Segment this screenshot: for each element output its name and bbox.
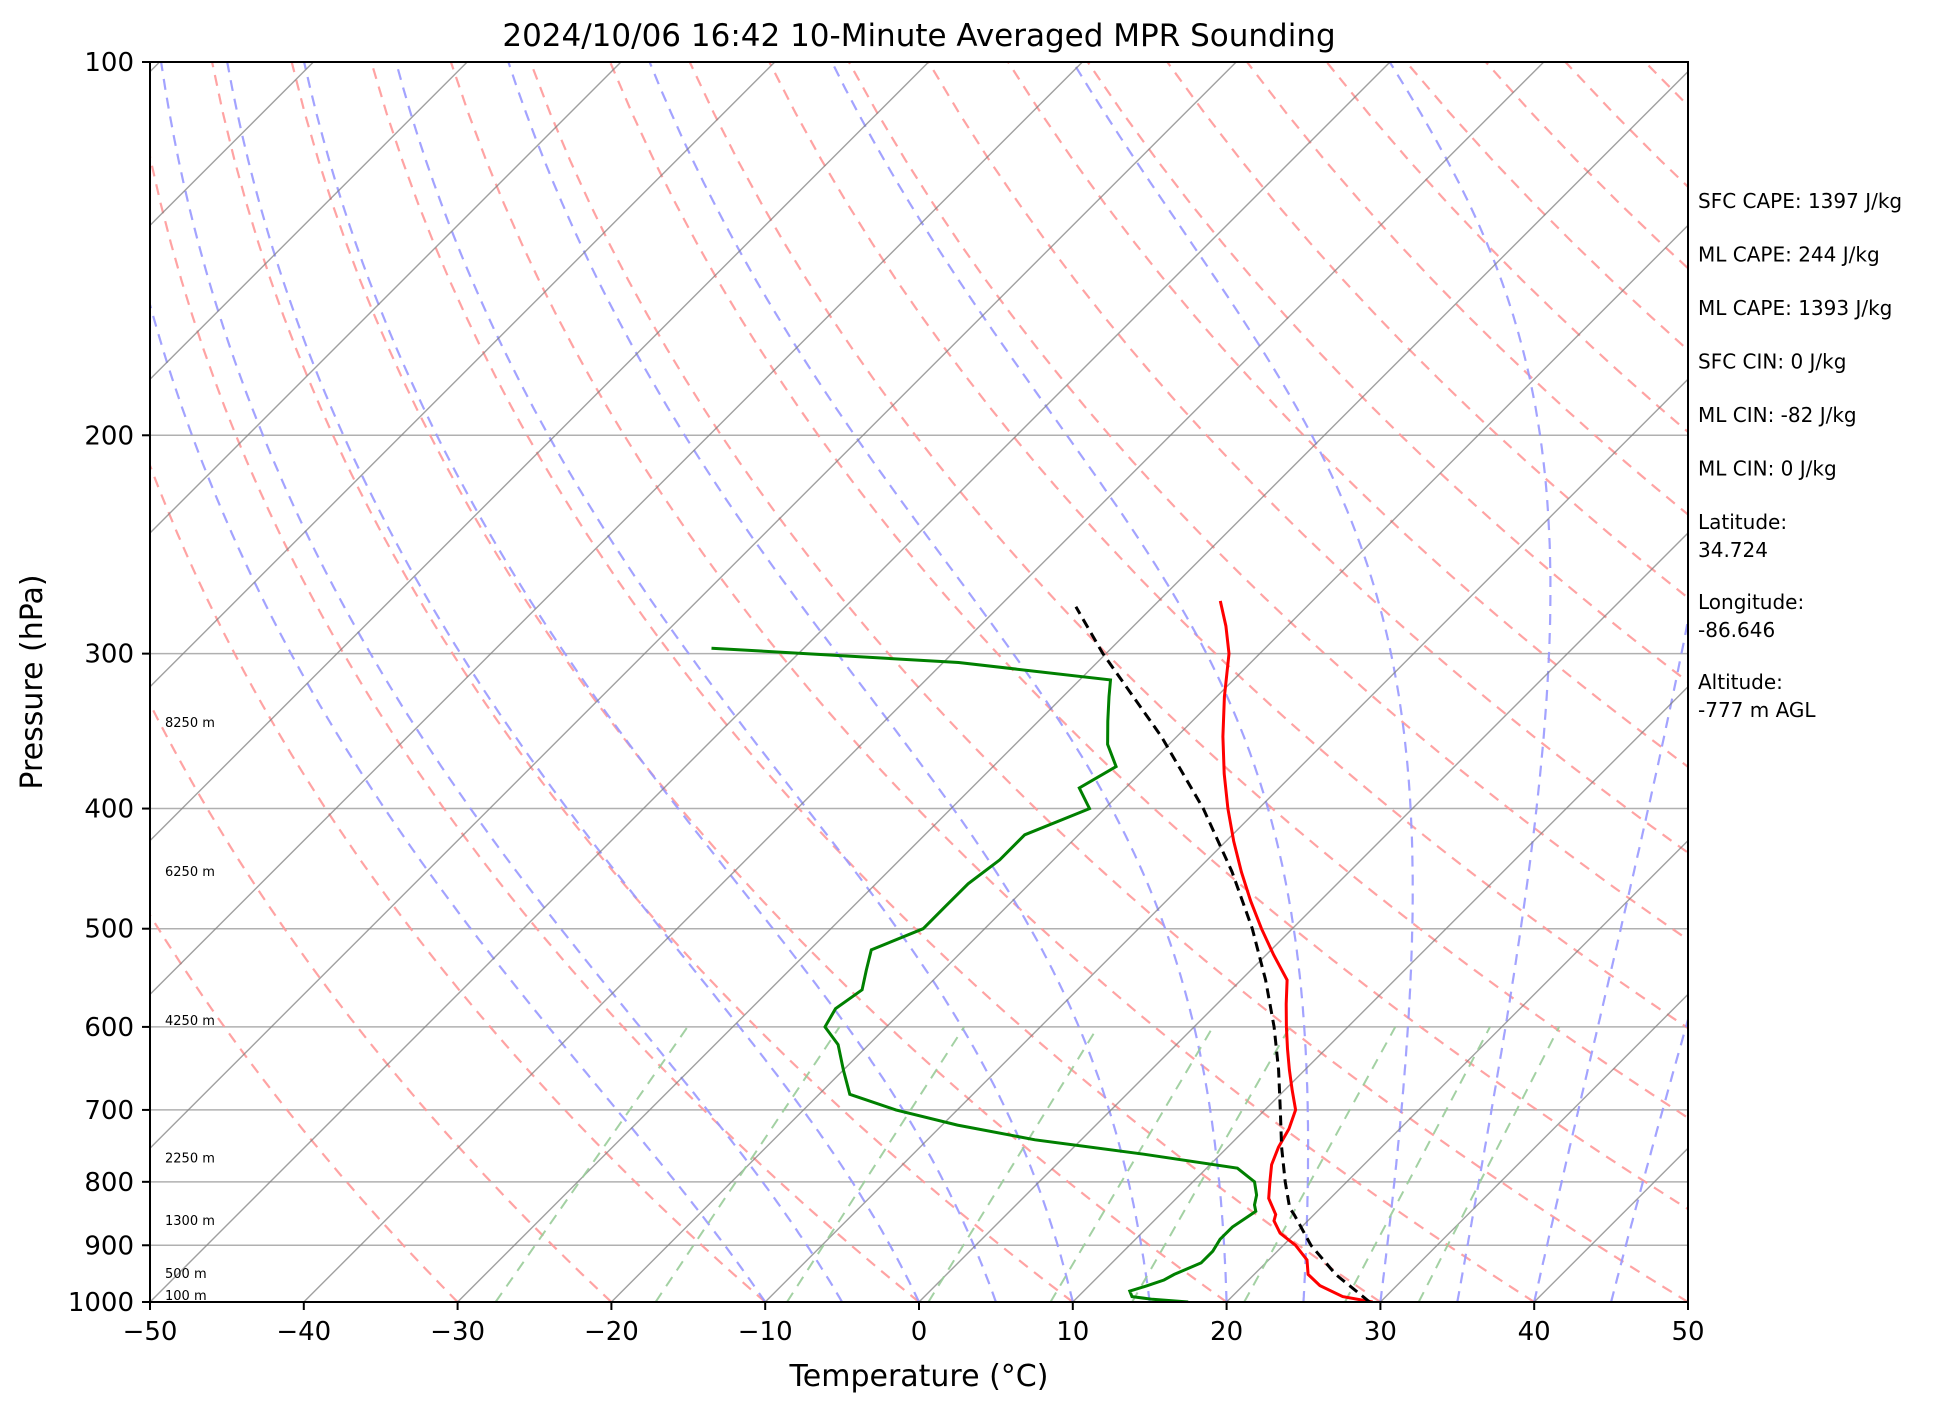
mixing-ratio-line [1344,1026,1491,1302]
annotation-text: Latitude: 34.724 [1698,510,1787,562]
x-tick-label: −50 [123,1317,178,1347]
dry-adiabat [449,62,1535,1302]
height-label: 2250 m [165,1152,215,1167]
isotherm [918,532,1688,1302]
y-tick-label: 700 [84,1096,134,1126]
dry-adiabat [150,462,766,1302]
y-tick-label: 200 [84,421,134,451]
dry-adiabat [150,913,459,1302]
annotation-text: SFC CAPE: 1397 J/kg [1698,189,1902,213]
dry-adiabat [211,62,1074,1302]
annotation-text: Altitude: -777 m AGL [1698,670,1816,722]
mixing-ratio-line [1243,1026,1397,1302]
dry-adiabat [688,62,1688,1120]
moist-adiabat [303,62,997,1302]
x-tick-label: 50 [1671,1317,1704,1347]
isotherm [610,224,1688,1302]
x-tick-label: −20 [584,1317,639,1347]
isotherm [150,62,1083,996]
mixing-ratio-line [1049,1026,1214,1302]
annotation-text: Longitude: -86.646 [1698,590,1804,642]
x-tick-label: 40 [1518,1317,1551,1347]
isotherm [303,62,1545,1302]
isotherm [150,62,468,381]
mixing-ratio-line [494,1026,689,1302]
x-tick-label: 10 [1056,1317,1089,1347]
height-label: 4250 m [165,1014,215,1029]
y-tick-label: 1000 [68,1288,134,1318]
x-tick-label: 0 [911,1317,928,1347]
y-axis-ticks: 1000 900 800 700 600 500 400 300 200 100 [68,48,150,1318]
annotation-text: ML CIN: -82 J/kg [1698,403,1857,427]
annotation-text: ML CAPE: 244 J/kg [1698,243,1880,267]
dry-adiabat [1166,62,1688,600]
annotation-text: SFC CIN: 0 J/kg [1698,350,1846,374]
moist-adiabat [1533,614,1688,1302]
dry-adiabat [370,62,1382,1302]
annotation-text: ML CIN: 0 J/kg [1698,457,1837,481]
x-tick-label: −30 [430,1317,485,1347]
isotherm [764,378,1688,1302]
parcel-profile [1074,606,1371,1302]
moist-adiabat [648,62,1228,1302]
series-group [711,600,1373,1302]
y-tick-label: 400 [84,795,134,825]
moist-adiabat [394,62,1074,1302]
isotherm [0,62,6,1302]
y-tick-label: 300 [84,640,134,670]
height-label: 6250 m [165,865,215,880]
isotherm [150,62,776,688]
dry-adiabat [290,62,1228,1302]
x-tick-label: 20 [1210,1317,1243,1347]
temperature-profile [1218,600,1373,1302]
y-tick-label: 900 [84,1231,134,1261]
chart-title: 2024/10/06 16:42 10-Minute Averaged MPR … [502,18,1335,54]
moist-adiabat [150,300,767,1302]
mixing-ratio-line [786,1026,965,1302]
moist-adiabat [507,62,1151,1302]
background-lines [0,62,1688,1302]
isotherm [150,62,1237,1150]
isotherm [457,70,1688,1302]
isotherm [1072,685,1688,1302]
sounding-annotations: SFC CAPE: 1397 J/kg ML CAPE: 244 J/kg ML C… [1698,189,1902,722]
moist-adiabat [830,62,1310,1302]
dewpoint-profile [711,646,1259,1302]
y-axis-label: Pressure (hPa) [15,574,50,789]
isotherm [1379,993,1688,1302]
dry-adiabat [768,62,1688,1030]
annotation-text: ML CAPE: 1393 J/kg [1698,296,1892,320]
mixing-ratio-line [927,1026,1099,1302]
isotherm [150,62,930,842]
moist-adiabat [160,62,844,1302]
y-tick-label: 600 [84,1013,134,1043]
x-tick-label: 30 [1364,1317,1397,1347]
x-axis-label: Temperature (°C) [789,1359,1049,1394]
x-tick-label: −40 [276,1317,331,1347]
moist-adiabat [1071,62,1414,1302]
moist-adiabat [226,62,920,1302]
x-tick-label: −10 [738,1317,793,1347]
mixing-ratio-line [654,1026,841,1302]
height-label: 100 m [165,1289,207,1304]
dry-adiabat [529,62,1688,1302]
isotherm [150,62,1391,1302]
height-label: 1300 m [165,1214,215,1229]
dry-adiabat [847,62,1688,942]
height-label: 500 m [165,1267,207,1282]
y-tick-label: 800 [84,1168,134,1198]
dry-adiabat [1086,62,1688,684]
isotherm [1226,839,1688,1302]
isotherm [150,62,622,534]
moist-adiabat [1388,62,1552,1302]
height-label: 8250 m [165,716,215,731]
y-tick-label: 100 [84,48,134,78]
mixing-ratio-line [1417,1026,1560,1302]
x-axis-ticks: −50 −40 −30 −20 −10 0 10 20 30 40 50 [123,1302,1705,1347]
dry-adiabat [150,151,920,1302]
dry-adiabat [609,62,1688,1211]
height-labels: 100 m 500 m 1300 m 2250 m 4250 m 6250 m 8250 m [165,716,215,1304]
y-tick-label: 500 [84,915,134,945]
